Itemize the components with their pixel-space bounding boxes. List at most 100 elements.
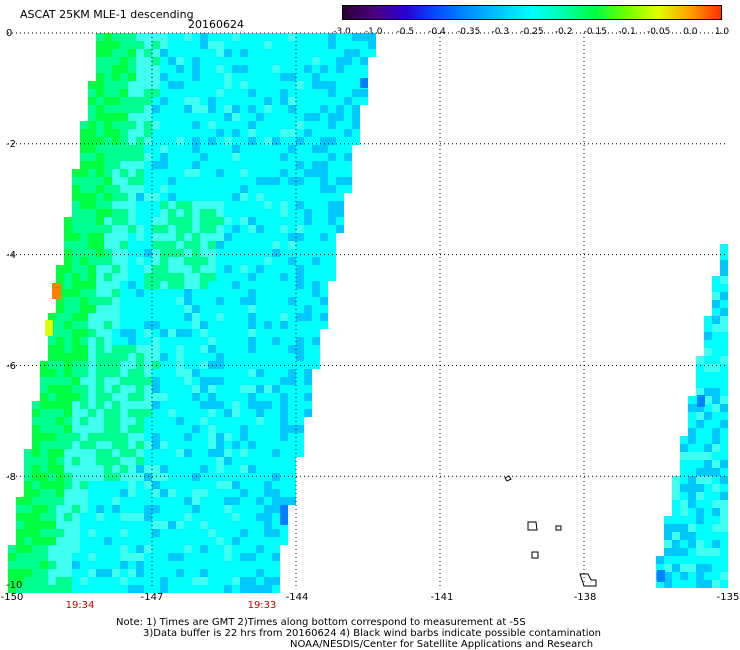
swath-cell [256, 473, 264, 481]
swath-cell [112, 457, 120, 465]
swath-cell [240, 145, 248, 153]
swath-cell [152, 169, 160, 177]
swath-cell [88, 457, 96, 465]
swath-cell [136, 497, 144, 505]
swath-cell [240, 121, 248, 129]
swath-cell [184, 193, 192, 201]
swath-cell [280, 193, 288, 201]
swath-cell [88, 505, 96, 513]
swath-cell [168, 577, 176, 585]
swath-cell [304, 129, 312, 137]
swath-cell [32, 473, 40, 481]
swath-cell [160, 113, 168, 121]
swath-cell [128, 297, 136, 305]
swath-cell [256, 209, 264, 217]
swath-cell [64, 417, 72, 425]
swath-cell [320, 225, 328, 233]
swath-cell [32, 449, 40, 457]
swath-cell [288, 297, 296, 305]
swath-cell [96, 265, 104, 273]
swath-cell [288, 169, 296, 177]
swath-cell [272, 297, 280, 305]
swath-cell [328, 113, 336, 121]
swath-cell [192, 257, 200, 265]
swath-cell [152, 177, 160, 185]
swath-cell [312, 321, 320, 329]
swath-cell [696, 372, 704, 380]
swath-cell [264, 153, 272, 161]
swath-cell [216, 305, 224, 313]
swath-cell [160, 145, 168, 153]
swath-cell [328, 57, 336, 65]
swath-cell [96, 409, 104, 417]
swath-cell [232, 561, 240, 569]
swath-cell [40, 513, 48, 521]
swath-cell [96, 289, 104, 297]
swath-cell [56, 345, 64, 353]
swath-cell [16, 529, 24, 537]
swath-cell [272, 257, 280, 265]
swath-cell [80, 385, 88, 393]
swath-cell [88, 137, 96, 145]
swath-cell [272, 289, 280, 297]
swath-cell [192, 369, 200, 377]
swath-cell [96, 513, 104, 521]
swath-cell [184, 113, 192, 121]
swath-cell [184, 377, 192, 385]
swath-cell [200, 521, 208, 529]
swath-cell [216, 81, 224, 89]
swath-cell [184, 449, 192, 457]
swath-cell [344, 145, 352, 153]
swath-cell [176, 329, 184, 337]
swath-cell [240, 529, 248, 537]
swath-cell [216, 569, 224, 577]
swath-cell [720, 420, 728, 428]
swath-cell [144, 481, 152, 489]
swath-cell [256, 489, 264, 497]
swath-cell [248, 513, 256, 521]
swath-cell [280, 121, 288, 129]
colorbar-tick-label: -0.2 [554, 27, 573, 37]
swath-cell [144, 89, 152, 97]
swath-cell [336, 201, 344, 209]
swath-cell [184, 233, 192, 241]
swath-cell [168, 281, 176, 289]
swath-cell [280, 457, 288, 465]
swath-cell [192, 585, 200, 593]
swath-cell [240, 305, 248, 313]
swath-cell [184, 577, 192, 585]
swath-cell [280, 209, 288, 217]
swath-cell [72, 505, 80, 513]
swath-cell [697, 395, 705, 407]
swath-cell [160, 33, 168, 41]
swath-cell [232, 401, 240, 409]
swath-cell [120, 393, 128, 401]
swath-cell [128, 89, 136, 97]
swath-cell [104, 49, 112, 57]
swath-cell [296, 185, 304, 193]
swath-cell [128, 457, 136, 465]
swath-cell [136, 305, 144, 313]
swath-cell [144, 425, 152, 433]
swath-cell [720, 276, 728, 284]
swath-cell [264, 513, 272, 521]
swath-cell [264, 57, 272, 65]
swath-cell [704, 540, 712, 548]
swath-cell [288, 289, 296, 297]
swath-cell [224, 73, 232, 81]
swath-cell [104, 449, 112, 457]
swath-cell [368, 41, 376, 49]
swath-cell [304, 41, 312, 49]
swath-cell [144, 409, 152, 417]
swath-cell [104, 353, 112, 361]
swath-cell [64, 289, 72, 297]
swath-cell [272, 225, 280, 233]
swath-cell [192, 425, 200, 433]
swath-cell [80, 537, 88, 545]
swath-cell [288, 489, 296, 497]
swath-cell [128, 249, 136, 257]
swath-cell [288, 145, 296, 153]
swath-cell [224, 377, 232, 385]
swath-cell [112, 329, 120, 337]
swath-cell [248, 153, 256, 161]
